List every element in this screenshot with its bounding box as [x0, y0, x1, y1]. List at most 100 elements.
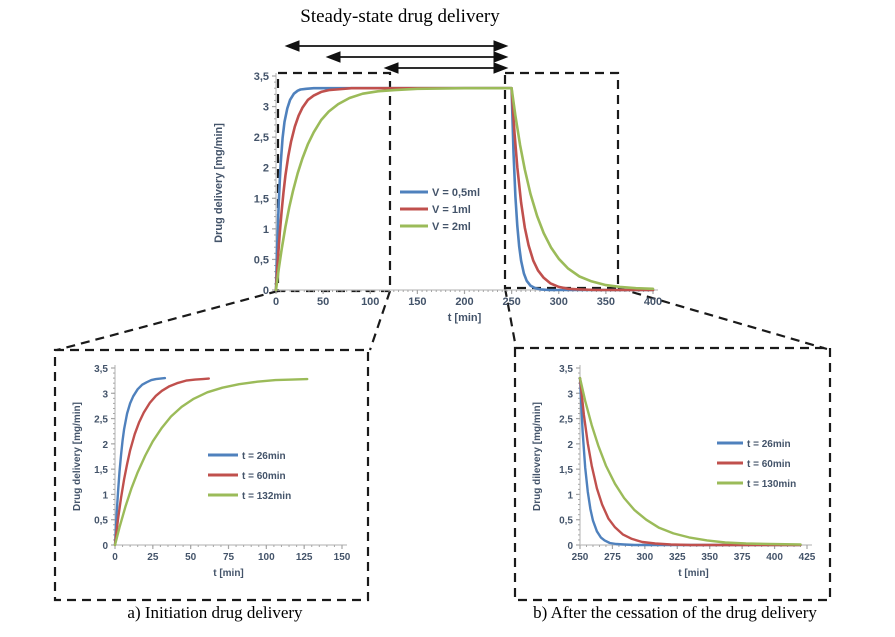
svg-text:2: 2: [567, 440, 573, 451]
initiation-chart-svg: 0 25 50 75 100 125 150 0 0,5 1 1,5 2 2,5 3 3,5 t [min] D…: [72, 364, 351, 579]
svg-text:2,5: 2,5: [94, 415, 108, 426]
svg-text:150: 150: [334, 552, 351, 563]
x-axis-title: t [min]: [448, 312, 482, 324]
svg-text:100: 100: [258, 552, 275, 563]
svg-text:1,5: 1,5: [94, 465, 108, 476]
svg-text:2: 2: [102, 440, 108, 451]
svg-text:0,5: 0,5: [559, 516, 573, 527]
main-chart: 0 50 100 150 200 250 300 350 400 0 0,5 1 1,5 2 2,5 3 3,5…: [205, 58, 670, 343]
svg-text:250: 250: [502, 296, 520, 308]
main-chart-svg: 0 50 100 150 200 250 300 350 400 0 0,5 1 1,5 2 2,5 3 3,5…: [213, 71, 662, 324]
svg-text:1,5: 1,5: [559, 465, 573, 476]
legend: t = 26min t = 60min t = 130min: [717, 439, 796, 490]
svg-text:V = 2ml: V = 2ml: [432, 221, 471, 233]
svg-text:0: 0: [263, 285, 269, 297]
svg-text:2,5: 2,5: [254, 132, 269, 144]
svg-text:150: 150: [408, 296, 426, 308]
svg-text:1: 1: [102, 490, 108, 501]
svg-text:t = 26min: t = 26min: [747, 439, 791, 450]
svg-text:V = 0,5ml: V = 0,5ml: [432, 187, 480, 199]
svg-text:3: 3: [102, 389, 108, 400]
connector-initiation-left: [56, 289, 279, 352]
svg-text:t = 60min: t = 60min: [242, 471, 286, 482]
svg-text:325: 325: [669, 552, 686, 563]
svg-text:50: 50: [317, 296, 329, 308]
svg-text:200: 200: [455, 296, 473, 308]
svg-text:375: 375: [734, 552, 751, 563]
detail-box-cessation: [513, 346, 832, 602]
cessation-chart-svg: 250 275 300 325 350 375 400 425 0 0,5 1 1,5 2 2,5 3 3,5…: [532, 364, 816, 579]
svg-text:0,5: 0,5: [94, 516, 108, 527]
connector-cessation-left: [503, 287, 518, 349]
svg-text:t = 130min: t = 130min: [747, 479, 796, 490]
svg-text:75: 75: [223, 552, 235, 563]
svg-text:0: 0: [112, 552, 118, 563]
steady-state-arrow-medium: [325, 51, 509, 63]
svg-text:50: 50: [185, 552, 197, 563]
svg-text:0: 0: [273, 296, 279, 308]
svg-text:t = 26min: t = 26min: [242, 451, 286, 462]
x-axis-title: t [min]: [213, 568, 244, 579]
x-tick-labels: 0 50 100 150 200 250 300 350 400: [273, 290, 662, 308]
axes: [578, 365, 812, 547]
svg-text:100: 100: [361, 296, 379, 308]
svg-text:2: 2: [263, 163, 269, 175]
svg-text:1,5: 1,5: [254, 193, 269, 205]
caption-initiation: a) Initiation drug delivery: [127, 603, 303, 622]
svg-text:3,5: 3,5: [94, 364, 108, 375]
svg-text:400: 400: [766, 552, 783, 563]
y-axis-title: Drug dilevery [mg/min]: [532, 402, 543, 511]
svg-text:25: 25: [147, 552, 159, 563]
svg-text:250: 250: [572, 552, 589, 563]
steady-state-arrow-long: [284, 40, 509, 52]
svg-text:V = 1ml: V = 1ml: [432, 204, 471, 216]
svg-text:350: 350: [701, 552, 718, 563]
connector-initiation-right: [368, 290, 392, 351]
svg-text:425: 425: [799, 552, 816, 563]
y-tick-labels: 0 0,5 1 1,5 2 2,5 3 3,5: [94, 364, 115, 552]
y-axis-title: Drug delivery [mg/min]: [213, 123, 225, 243]
series-blue: [113, 376, 167, 547]
connector-cessation-right: [617, 286, 828, 351]
cessation-detail-chart: 250 275 300 325 350 375 400 425 0 0,5 1 1,5 2 2,5 3 3,5…: [518, 352, 828, 592]
svg-text:0: 0: [567, 541, 573, 552]
steady-state-arrow-short: [383, 62, 509, 74]
detail-box-initiation: [53, 348, 370, 602]
x-axis-title: t [min]: [678, 568, 709, 579]
svg-text:0: 0: [102, 541, 108, 552]
svg-text:275: 275: [604, 552, 621, 563]
svg-text:3: 3: [263, 102, 269, 114]
svg-text:2,5: 2,5: [559, 415, 573, 426]
caption-cessation: b) After the cessation of the drug deliv…: [533, 603, 817, 622]
svg-text:t = 60min: t = 60min: [747, 459, 791, 470]
svg-text:0,5: 0,5: [254, 254, 269, 266]
legend: V = 0,5ml V = 1ml V = 2ml: [400, 187, 480, 233]
x-tick-labels: 250 275 300 325 350 375 400 425: [572, 545, 816, 563]
svg-text:125: 125: [296, 552, 313, 563]
figure-title: Steady-state drug delivery: [300, 6, 500, 27]
series-red: [274, 86, 655, 292]
svg-text:3: 3: [567, 389, 573, 400]
svg-text:1: 1: [263, 224, 269, 236]
series-red: [113, 377, 210, 547]
svg-text:3,5: 3,5: [559, 364, 573, 375]
svg-text:300: 300: [550, 296, 568, 308]
series-green: [113, 377, 309, 547]
initiation-detail-chart: 0 25 50 75 100 125 150 0 0,5 1 1,5 2 2,5 3 3,5 t [min] D…: [60, 352, 360, 592]
x-tick-labels: 0 25 50 75 100 125 150: [112, 545, 351, 563]
svg-text:t = 132min: t = 132min: [242, 491, 291, 502]
svg-text:3,5: 3,5: [254, 71, 269, 83]
y-tick-labels: 0 0,5 1 1,5 2 2,5 3 3,5: [559, 364, 580, 552]
svg-text:400: 400: [644, 296, 662, 308]
legend: t = 26min t = 60min t = 132min: [208, 451, 291, 502]
svg-text:1: 1: [567, 490, 573, 501]
zoom-box-cessation: [503, 71, 620, 290]
svg-text:300: 300: [637, 552, 654, 563]
y-axis-title: Drug delivery [mg/min]: [72, 402, 83, 511]
series-red: [578, 376, 802, 547]
y-tick-labels: 0 0,5 1 1,5 2 2,5 3 3,5: [254, 71, 276, 297]
series-green: [274, 86, 655, 292]
series-green: [578, 376, 802, 546]
